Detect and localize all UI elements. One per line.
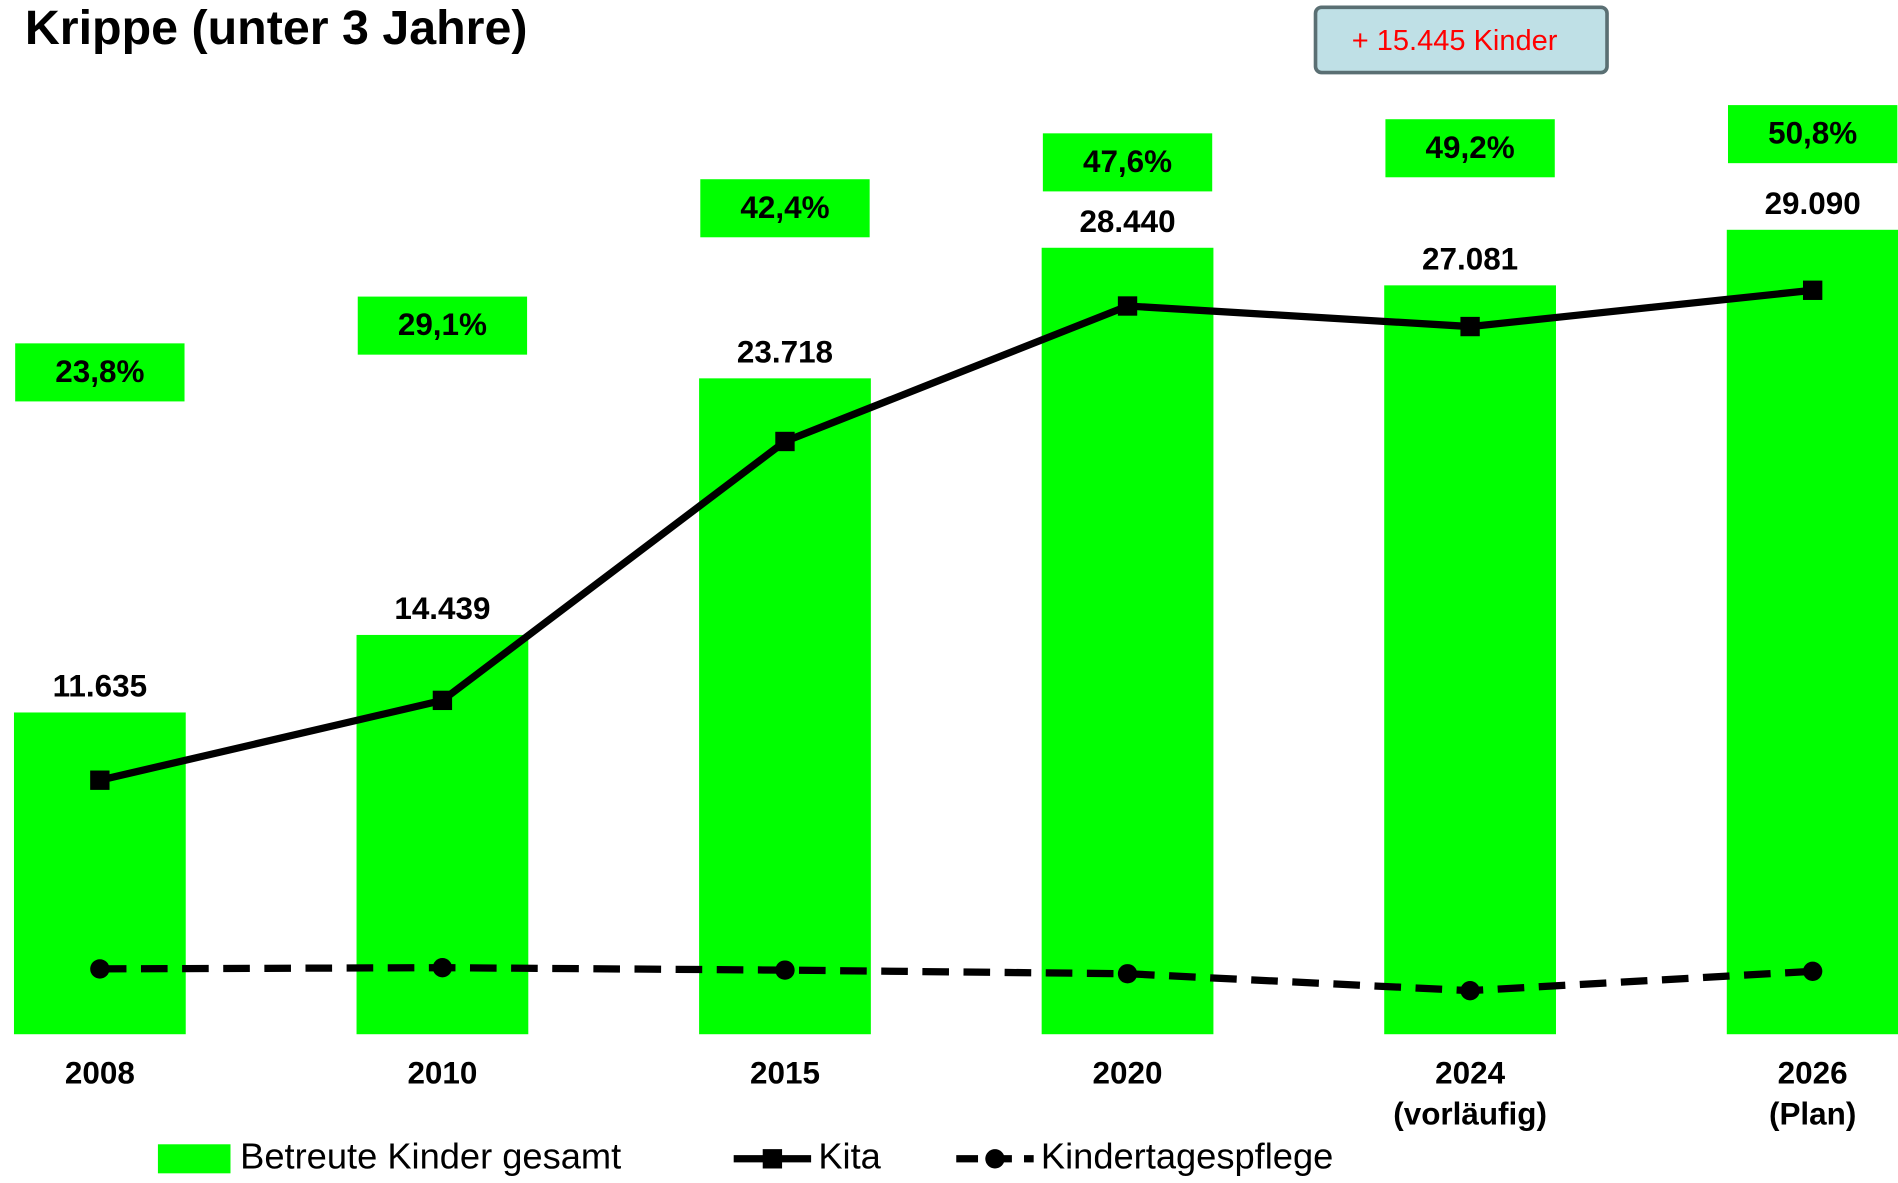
percent-label: 29,1%: [398, 307, 487, 342]
legend-label: Kindertagespflege: [1041, 1135, 1333, 1176]
bar-value-label: 23.718: [737, 334, 833, 369]
bar: [1041, 247, 1214, 1035]
bar-value-label: 28.440: [1079, 204, 1175, 239]
legend-marker: [762, 1149, 783, 1169]
percent-box: [700, 179, 870, 238]
chart-title: Krippe (unter 3 Jahre): [25, 1, 528, 55]
marker: [775, 960, 795, 980]
marker: [1802, 280, 1823, 300]
x-tick-label: 2024 (vorläufig): [1393, 1056, 1547, 1132]
bar-value-label: 11.635: [53, 669, 147, 704]
percent-box: [1727, 105, 1898, 164]
percent-label: 47,6%: [1083, 144, 1172, 179]
legend-label: Kita: [818, 1135, 881, 1176]
bar: [699, 378, 871, 1035]
percent-box: [1042, 133, 1213, 192]
bar: [13, 712, 186, 1035]
x-tick-label: 2008: [65, 1056, 135, 1091]
marker: [1460, 316, 1480, 337]
annotation-box: [1313, 5, 1609, 75]
percent-box: [357, 296, 528, 355]
bar-value-label: 14.439: [394, 591, 490, 626]
x-tick-label: 2026 (Plan): [1769, 1056, 1856, 1132]
line: [99, 286, 1814, 784]
x-tick-label: 2015: [750, 1056, 820, 1091]
percent-label: 42,4%: [740, 190, 829, 225]
percent-label: 50,8%: [1768, 116, 1857, 151]
annotation: + 15.445 Kinder: [1352, 25, 1558, 57]
bar: [1384, 285, 1556, 1035]
marker: [432, 958, 453, 978]
marker: [775, 431, 795, 452]
marker: [1802, 961, 1823, 981]
percent-label: 23,8%: [55, 354, 144, 389]
marker: [432, 690, 453, 711]
marker: [90, 770, 110, 790]
marker: [1117, 964, 1138, 984]
x-tick-label: 2010: [407, 1056, 477, 1091]
bar-value-label: 29.090: [1765, 186, 1861, 221]
percent-box: [1385, 119, 1555, 178]
bar-value-label: 27.081: [1422, 241, 1518, 276]
percent-label: 49,2%: [1426, 130, 1515, 165]
legend-label: Betreute Kinder gesamt: [240, 1135, 621, 1176]
marker: [90, 959, 110, 979]
legend-marker: [985, 1149, 1005, 1169]
marker: [1460, 980, 1480, 1001]
percent-box: [15, 343, 185, 402]
marker: [1117, 296, 1138, 316]
legend-swatch: [157, 1144, 231, 1174]
bar: [1726, 229, 1898, 1035]
x-tick-label: 2020: [1093, 1056, 1163, 1091]
